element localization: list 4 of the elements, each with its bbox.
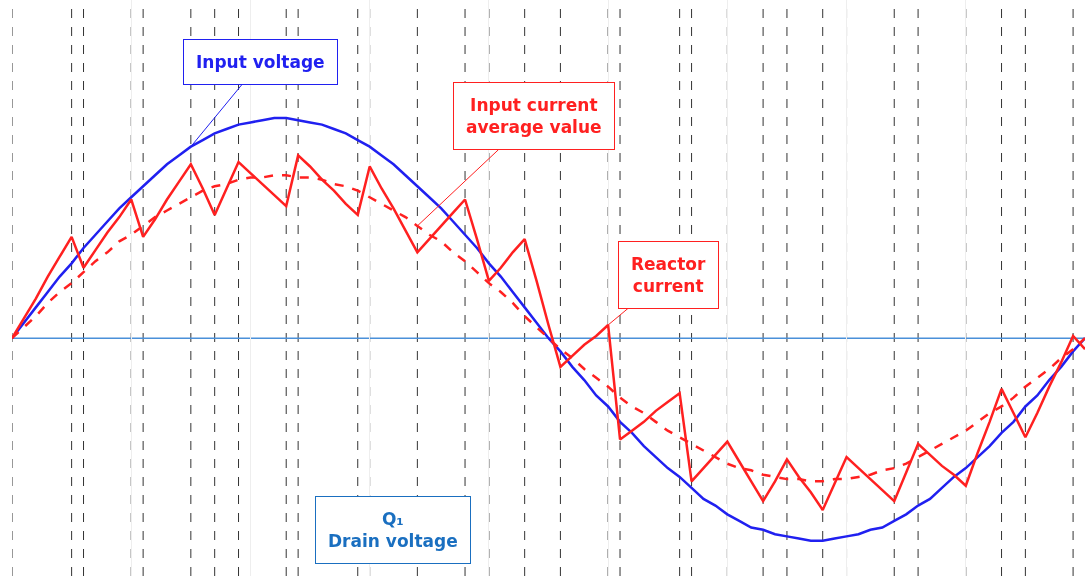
- annotation: Q₁ Drain voltage: [328, 509, 458, 552]
- text: Reactor current: [631, 254, 706, 297]
- text: Input current average value: [466, 95, 602, 138]
- text: Input voltage: [196, 52, 325, 72]
